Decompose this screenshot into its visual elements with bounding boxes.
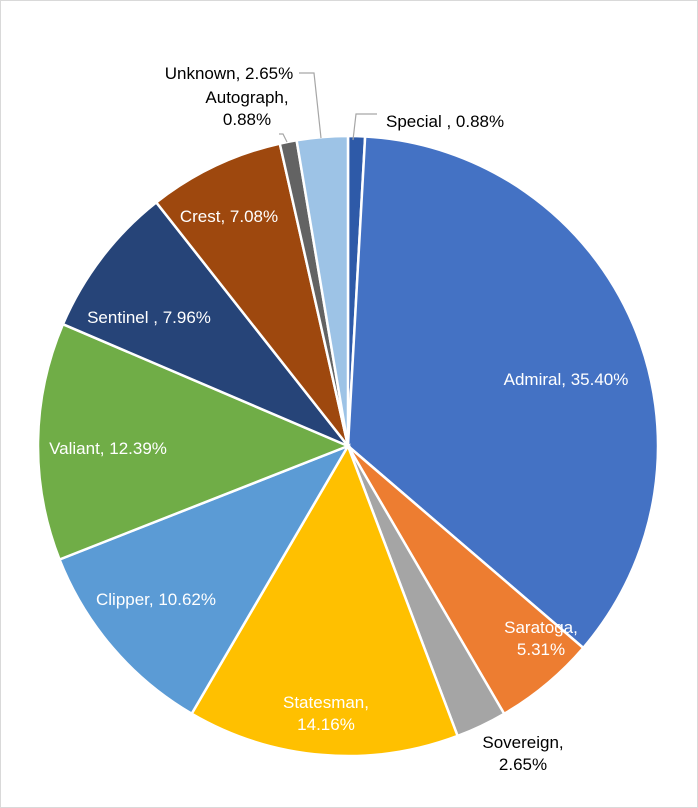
slice-label-unknown: Unknown, 2.65% [165, 64, 294, 83]
slice-label-statesman: Statesman, 14.16% [283, 693, 369, 734]
slice-label-admiral: Admiral, 35.40% [504, 370, 629, 389]
slice-label-crest: Crest, 7.08% [180, 207, 278, 226]
slice-label-autograph: Autograph, 0.88% [205, 88, 288, 129]
leader-line-autograph [279, 133, 288, 143]
slice-label-sentinel: Sentinel , 7.96% [87, 308, 211, 327]
pie-slice-unknown [295, 134, 350, 447]
slice-label-sovereign: Sovereign, 2.65% [482, 733, 563, 774]
pie-slice-crest [154, 142, 350, 447]
pie-slice-sentinel [61, 200, 349, 448]
pie-slice-valiant [36, 322, 352, 562]
leader-line-unknown [299, 72, 322, 139]
pie-slice-admiral [346, 135, 660, 650]
slice-label-special: Special , 0.88% [386, 112, 504, 131]
pie-slice-statesman [189, 443, 460, 758]
pie-slice-clipper [57, 443, 351, 716]
slice-label-valiant: Valiant, 12.39% [49, 439, 167, 458]
slice-label-clipper: Clipper, 10.62% [96, 590, 216, 609]
leader-line-special [352, 113, 377, 141]
slice-label-saratoga: Saratoga, 5.31% [504, 618, 578, 659]
